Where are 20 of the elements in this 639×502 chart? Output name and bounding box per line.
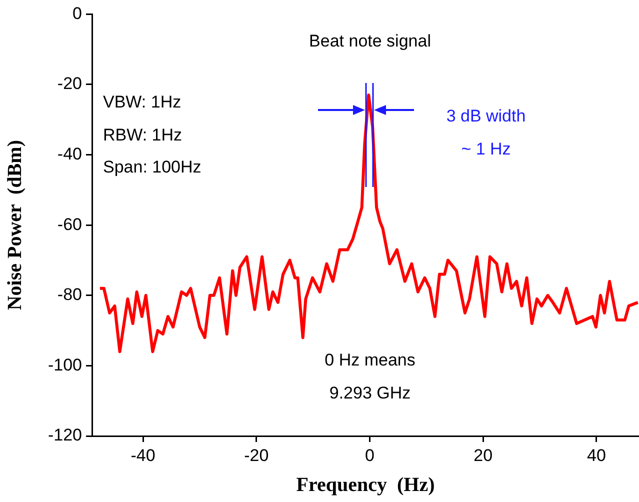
x-tick-label: -20 <box>244 446 269 465</box>
x-axis-title: Frequency (Hz) <box>296 474 435 496</box>
x-tick-label: 40 <box>587 446 606 465</box>
y-tick-label: -40 <box>57 144 82 164</box>
y-tick-label: -100 <box>48 355 82 374</box>
annotation: Beat note signal <box>309 32 431 51</box>
y-tick-label: -80 <box>57 285 82 304</box>
x-tick-label: -40 <box>130 446 156 465</box>
y-tick-label: 0 <box>72 4 82 23</box>
y-axis-title: Noise Power (dBm) <box>4 140 26 310</box>
y-tick-label: -60 <box>57 214 82 234</box>
annotation: 3 dB width ~ 1 Hz <box>446 106 526 159</box>
x-tick-label: 0 <box>365 446 374 465</box>
x-tick-label: 20 <box>474 446 493 465</box>
annotation: 0 Hz means 9.293 GHz <box>324 350 416 403</box>
annotation: VBW: 1Hz <box>103 92 182 112</box>
annotation: RBW: 1Hz <box>103 126 182 145</box>
y-tick-label: -20 <box>57 74 82 94</box>
y-tick-label: -120 <box>48 426 82 445</box>
annotation: Span: 100Hz <box>103 158 202 177</box>
